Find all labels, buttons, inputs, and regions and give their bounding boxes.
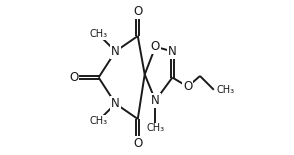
Text: CH₃: CH₃: [90, 29, 108, 40]
Text: O: O: [133, 5, 142, 18]
Text: O: O: [151, 40, 160, 53]
Text: N: N: [151, 94, 160, 107]
Text: O: O: [133, 137, 142, 150]
Text: CH₃: CH₃: [217, 85, 235, 95]
Text: O: O: [183, 80, 192, 93]
Text: CH₃: CH₃: [146, 123, 165, 133]
Text: N: N: [111, 97, 120, 110]
Text: O: O: [69, 71, 79, 84]
Text: N: N: [168, 45, 177, 58]
Text: CH₃: CH₃: [90, 115, 108, 126]
Text: N: N: [111, 45, 120, 58]
